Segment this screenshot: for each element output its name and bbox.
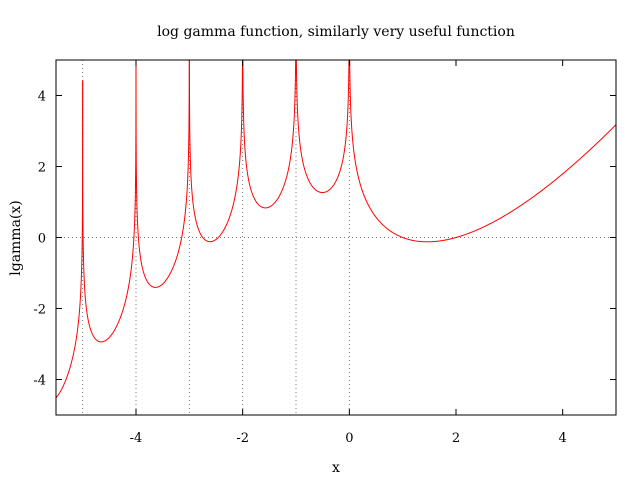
y-tick-label: -2	[33, 303, 46, 318]
x-tick-label: 4	[559, 431, 567, 446]
y-axis-label: lgamma(x)	[8, 200, 24, 276]
lgamma-curve-segment	[135, 60, 190, 288]
y-tick-label: -4	[33, 374, 46, 389]
x-tick-label: -2	[236, 431, 249, 446]
chart-title: log gamma function, similarly very usefu…	[157, 24, 515, 40]
x-tick-label: -4	[130, 431, 143, 446]
ticks-layer: -4 -2 0 2 4 -4 -2 0 2 4	[33, 60, 616, 446]
lgamma-curve-segment	[82, 60, 137, 343]
lgamma-curve-segment	[295, 60, 350, 194]
y-tick-label: 0	[38, 232, 46, 247]
lgamma-curve-segment	[56, 80, 84, 399]
curve-layer	[56, 60, 616, 399]
lgamma-curve-segment	[242, 60, 297, 209]
lgamma-curve-segment	[188, 60, 243, 243]
grid-layer	[56, 60, 616, 415]
x-tick-label: 0	[345, 431, 353, 446]
y-tick-label: 4	[38, 90, 46, 105]
lgamma-curve-segment	[349, 60, 616, 243]
y-tick-label: 2	[38, 161, 46, 176]
x-tick-label: 2	[452, 431, 460, 446]
x-axis-label: x	[332, 460, 340, 476]
